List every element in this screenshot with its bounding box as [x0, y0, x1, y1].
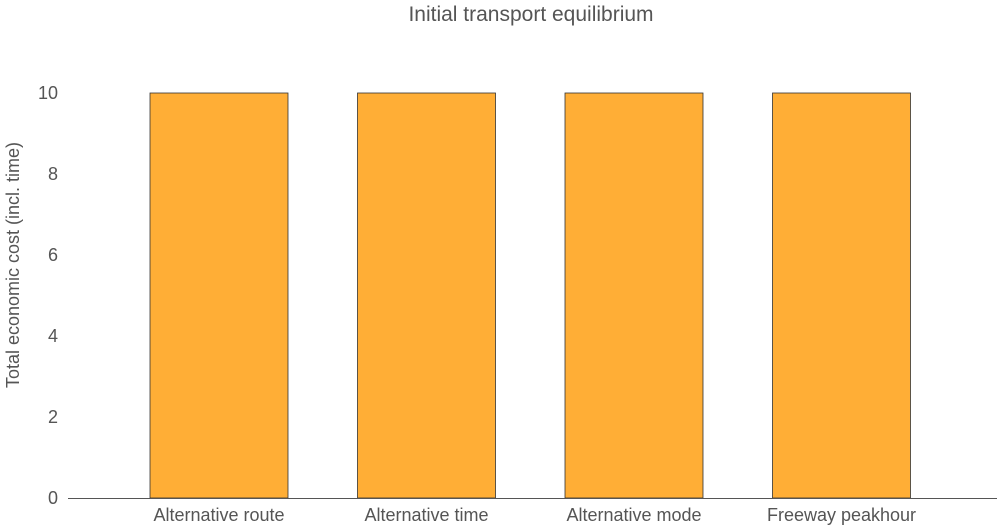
- y-tick-label: 4: [48, 326, 58, 346]
- x-tick-label: Alternative route: [153, 505, 284, 525]
- bar: [357, 92, 496, 499]
- chart-title: Initial transport equilibrium: [408, 3, 653, 26]
- y-axis-label: Total economic cost (incl. time): [3, 142, 23, 388]
- x-tick-label: Freeway peakhour: [767, 505, 916, 525]
- y-tick-label: 10: [38, 83, 58, 103]
- y-tick-label: 6: [48, 245, 58, 265]
- x-axis-labels: Alternative route Alternative time Alterna…: [153, 505, 916, 525]
- y-tick-label: 2: [48, 407, 58, 427]
- bar: [772, 92, 911, 499]
- bar: [149, 92, 289, 499]
- x-tick-label: Alternative time: [364, 505, 488, 525]
- y-axis-ticks: 0 2 4 6 8 10: [38, 83, 58, 508]
- bars: [149, 92, 911, 499]
- x-tick-label: Alternative mode: [566, 505, 701, 525]
- y-tick-label: 8: [48, 164, 58, 184]
- bar: [564, 92, 704, 499]
- y-tick-label: 0: [48, 488, 58, 508]
